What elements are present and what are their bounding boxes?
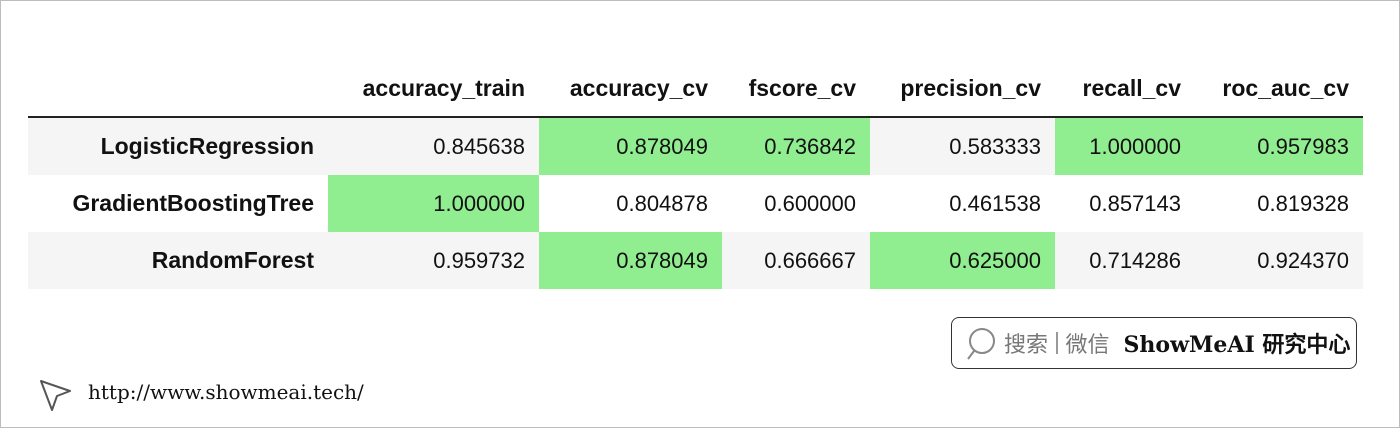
separator bbox=[1056, 332, 1058, 354]
table-cell: 0.666667 bbox=[722, 232, 870, 289]
table-cell: 0.957983 bbox=[1195, 118, 1363, 175]
table-cell: 0.714286 bbox=[1055, 232, 1195, 289]
table-cell: 0.461538 bbox=[949, 190, 1041, 216]
row-index: GradientBoostingTree bbox=[72, 190, 314, 216]
table-cell: 0.804878 bbox=[616, 190, 708, 216]
column-header: accuracy_train bbox=[362, 74, 525, 101]
table-cell: 1.000000 bbox=[1055, 118, 1195, 175]
table-cell: 0.857143 bbox=[1089, 190, 1181, 216]
badge-search: 搜索 bbox=[1004, 332, 1049, 357]
badge-brand: ShowMeAI 研究中心 bbox=[1123, 332, 1351, 358]
column-header: recall_cv bbox=[1082, 74, 1181, 101]
table-cell: 0.819328 bbox=[1257, 190, 1349, 216]
table-cell: 0.625000 bbox=[870, 232, 1055, 289]
row-index: RandomForest bbox=[28, 232, 328, 289]
row-index: LogisticRegression bbox=[28, 118, 328, 175]
table-cell: 0.600000 bbox=[764, 190, 856, 216]
column-header: roc_auc_cv bbox=[1222, 74, 1349, 101]
table-cell: 0.924370 bbox=[1195, 232, 1363, 289]
search-icon bbox=[967, 328, 995, 360]
table-cell: 0.878049 bbox=[539, 118, 722, 175]
table-cell: 0.959732 bbox=[328, 232, 539, 289]
search-badge: 搜索 微信 ShowMeAI 研究中心 bbox=[951, 317, 1357, 369]
table-cell: 0.583333 bbox=[870, 118, 1055, 175]
footer-url: http://www.showmeai.tech/ bbox=[88, 380, 364, 404]
table-cell: 0.878049 bbox=[539, 232, 722, 289]
table-cell: 0.736842 bbox=[722, 118, 870, 175]
column-header: accuracy_cv bbox=[569, 74, 708, 101]
table-cell: 1.000000 bbox=[328, 175, 539, 232]
header-rule bbox=[28, 116, 1363, 118]
cursor-icon bbox=[40, 380, 71, 411]
column-header: precision_cv bbox=[900, 74, 1041, 101]
column-header: fscore_cv bbox=[748, 74, 856, 101]
table-cell: 0.845638 bbox=[328, 118, 539, 175]
badge-wechat: 微信 bbox=[1065, 332, 1110, 357]
